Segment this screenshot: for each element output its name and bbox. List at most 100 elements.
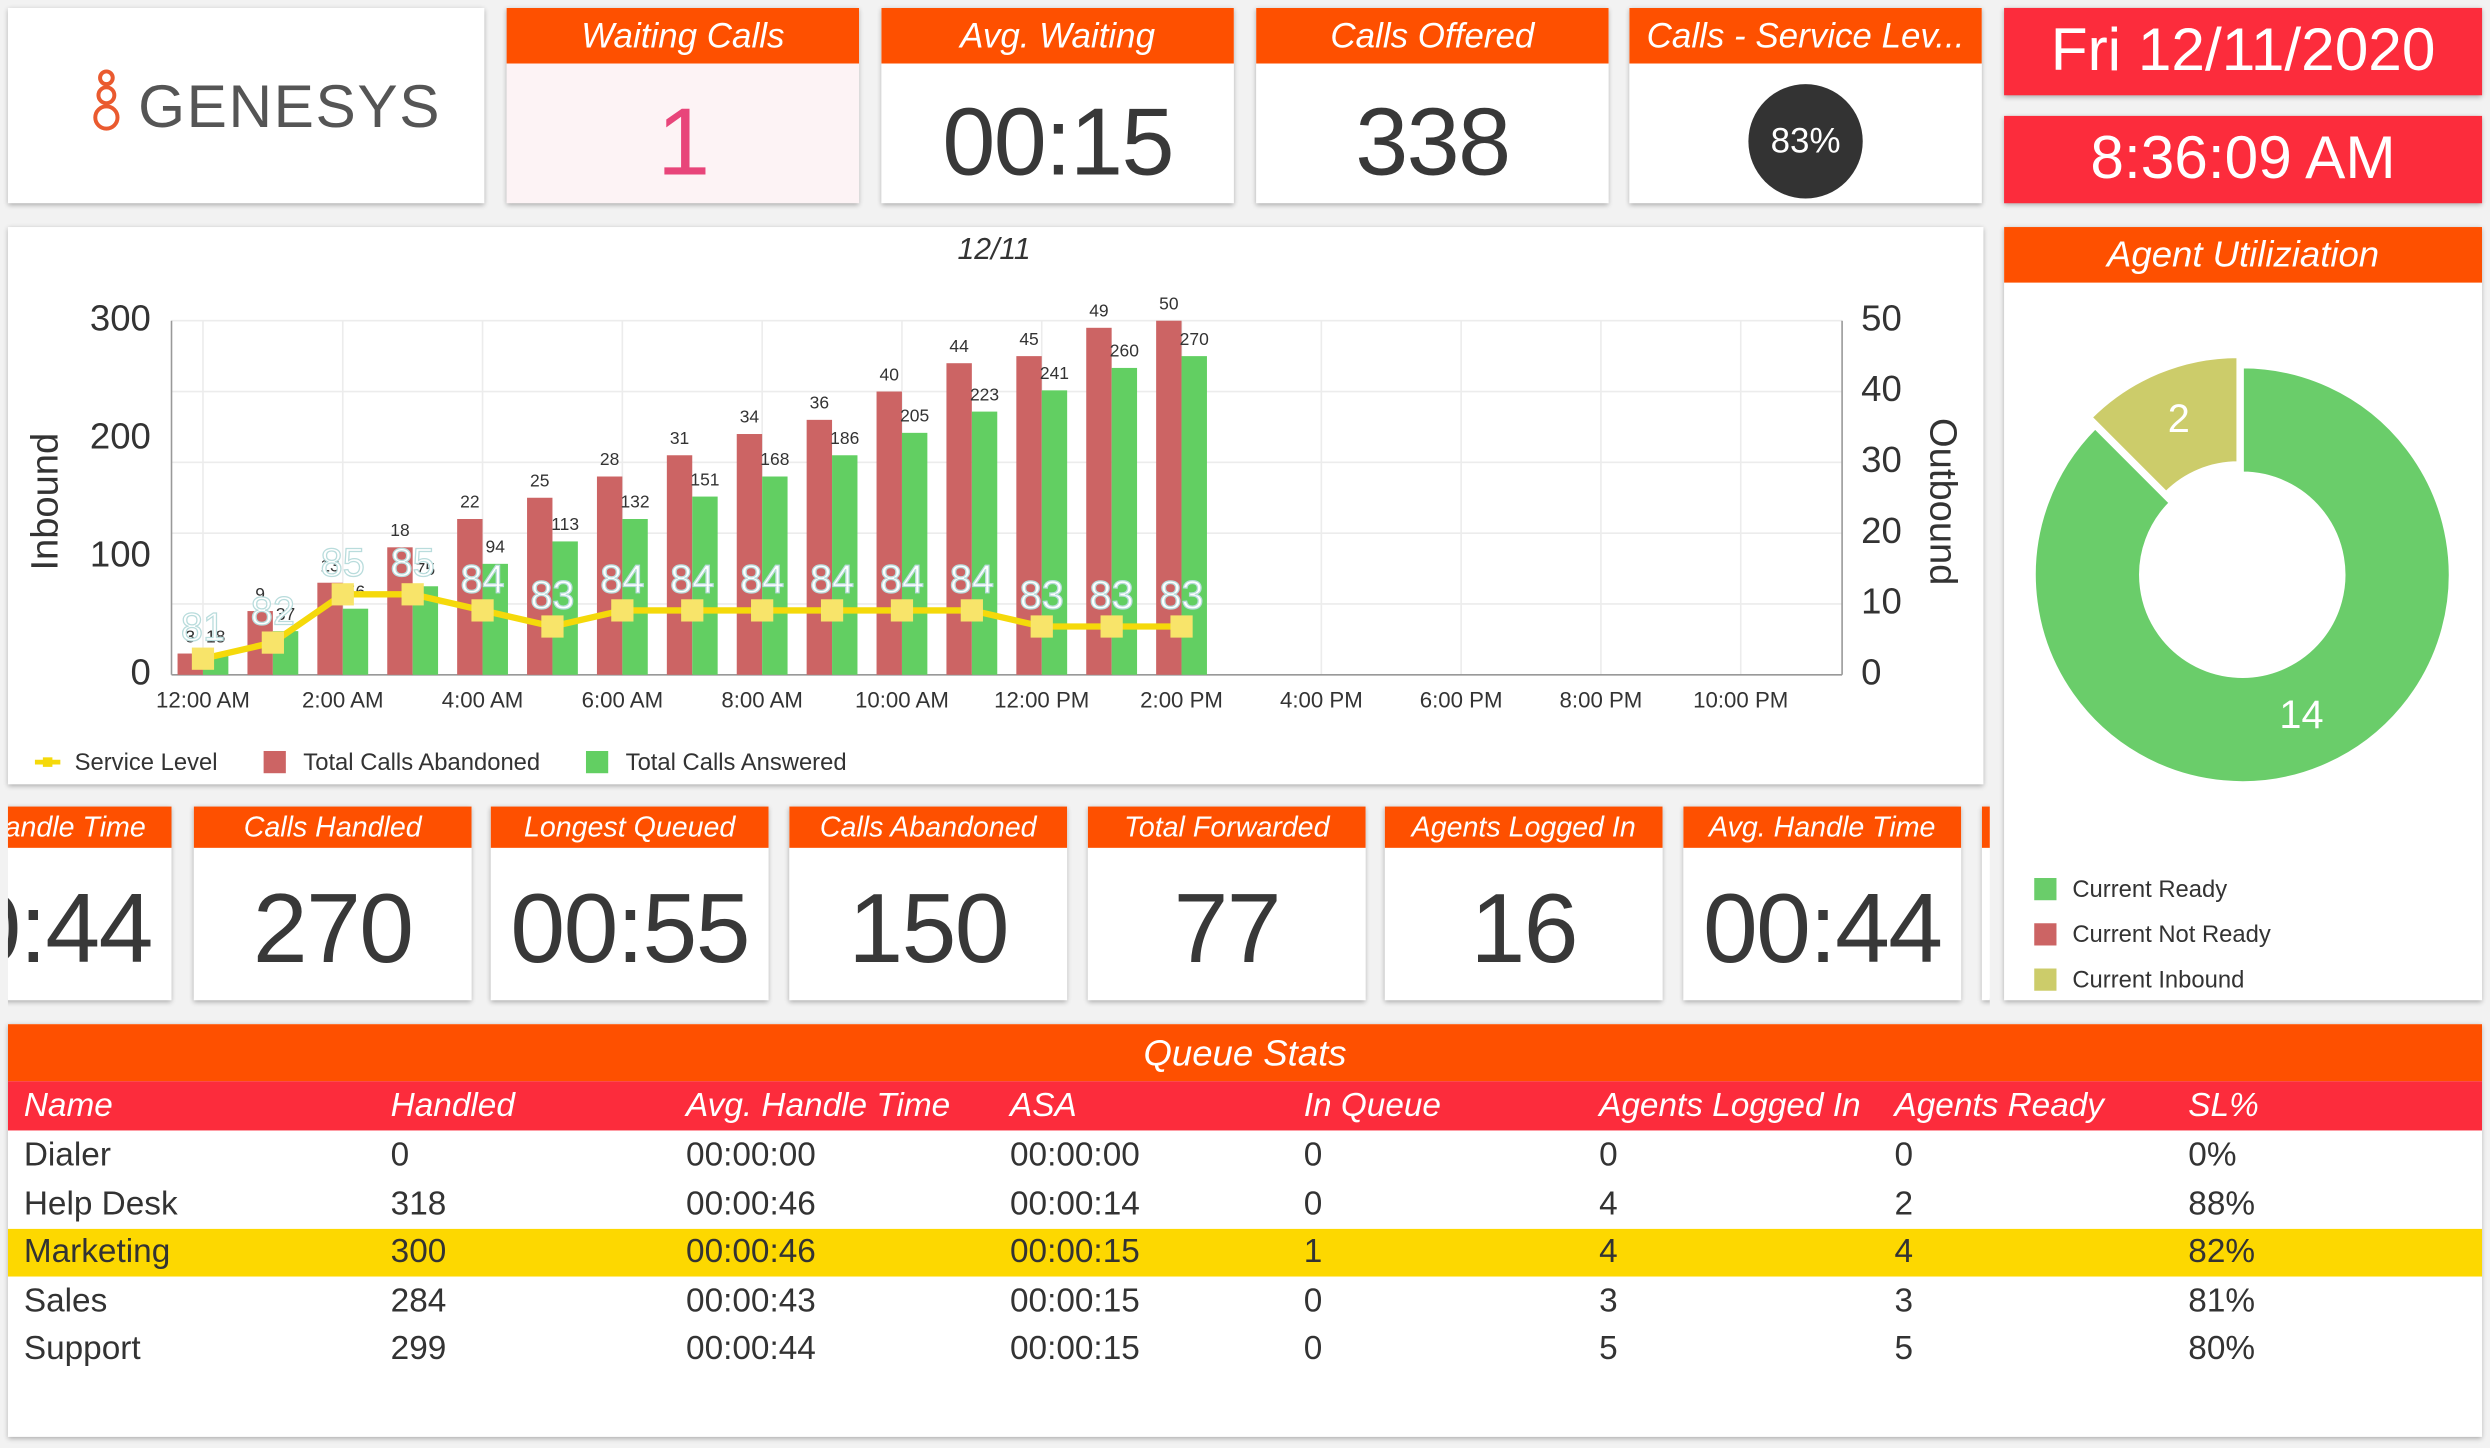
legend-label: Current Ready [2072,876,2227,903]
table-cell: 4 [1599,1185,1618,1222]
data-label: 151 [690,469,719,489]
x-tick-label: 10:00 AM [855,688,949,713]
x-tick-label: 8:00 PM [1560,688,1643,713]
column-header: SL% [2188,1087,2259,1125]
kpi-value: 00:55 [510,874,750,985]
legend-label: Total Calls Abandoned [303,749,540,776]
table-cell: 00:00:46 [686,1185,816,1222]
chart-title: 12/11 [957,233,1030,266]
bar [762,476,788,675]
kpi-title [1981,806,1990,848]
legend-label: Current Not Ready [2072,921,2271,948]
data-label: 75 [416,559,435,579]
tile-badge: 83% [1748,84,1863,199]
data-label: 49 [1089,301,1108,321]
x-tick-label: 4:00 AM [442,688,524,713]
data-label: 83 [1090,573,1134,617]
data-label: 85 [391,541,435,585]
column-header: Handled [390,1087,515,1125]
marker [541,615,564,638]
marker [751,599,774,622]
donut-slice [2088,354,2240,495]
data-label: 50 [1159,293,1179,313]
bar [552,541,578,675]
marker [890,599,914,622]
y-tick-label: 200 [90,415,151,456]
data-label: 84 [460,557,504,601]
table-cell: 3 [1894,1282,1914,1319]
y-tick-label: 0 [131,651,151,692]
tile-title: Calls Offered [1256,7,1609,64]
tile-title: Waiting Calls [506,7,860,64]
kpi-tile: Calls Handled 270 [193,806,472,1001]
table-cell: 00:00:00 [686,1136,816,1174]
row-highlight [7,1228,2483,1277]
y-tick-label: 300 [90,297,151,338]
data-label: 36 [810,393,829,413]
data-label: 25 [530,470,549,490]
legend-label: Total Calls Answered [626,749,847,776]
time: 8:36:09 AM [2004,115,2483,204]
x-tick-label: 2:00 PM [1140,688,1223,713]
bar [527,497,553,675]
kpi-tile: Avg. Handle Time 00:44 [7,806,172,1001]
column-header: In Queue [1303,1087,1441,1125]
table-cell: 4 [1894,1233,1914,1271]
bar [692,496,718,675]
table-cell: 0 [1303,1185,1323,1222]
logo-text: GENESYS [138,74,442,142]
marker [261,631,284,654]
legend-swatch [42,757,53,767]
column-header: Name [23,1087,113,1125]
table-cell: 00:00:46 [686,1233,816,1271]
marker [1030,615,1053,638]
tile-title: Calls - Service Lev... [1629,7,1982,64]
marker [1170,615,1193,638]
table-cell: Sales [23,1282,108,1319]
legend-swatch [2034,923,2057,946]
donut-slice [2032,365,2452,785]
legend-label: Service Level [75,749,218,776]
data-label: 13 [320,555,339,575]
data-label: 2 [2168,397,2190,441]
data-label: 84 [950,557,994,601]
marker [471,599,494,622]
kpi-title: Calls Abandoned [789,806,1068,848]
y-axis-title: Inbound [25,433,67,571]
data-label: 270 [1180,329,1209,349]
kpi-tile: Waiting Calls 1 [506,7,860,204]
kpi-title: Avg. Handle Time [1683,806,1962,848]
kpi-tile [1981,806,1990,1001]
table-cell: Marketing [23,1233,171,1271]
data-label: 22 [460,492,479,512]
legend-swatch [2034,968,2057,991]
table-cell: 300 [390,1233,447,1271]
data-label: 37 [276,604,295,624]
x-tick-label: 8:00 AM [721,688,803,713]
y2-tick-label: 0 [1861,651,1881,692]
kpi-tile: Avg. Handle Time 00:44 [1683,806,1962,1001]
data-label: 132 [620,492,649,512]
x-tick-label: 12:00 PM [994,688,1089,713]
table-cell: 3 [1599,1282,1618,1319]
data-label: 81 [181,606,225,650]
kpi-tile: Agents Logged In 16 [1384,806,1663,1001]
table-cell: Help Desk [23,1185,178,1222]
y2-tick-label: 30 [1861,439,1902,480]
bar [971,411,998,675]
kpi-tile: Calls - Service Lev... 83% [1629,7,1982,204]
column-header: Agents Logged In [1599,1087,1861,1125]
bar [457,518,483,675]
table-cell: 318 [390,1185,447,1222]
data-label: 31 [670,428,689,448]
tile-value: 338 [1355,88,1511,196]
marker [960,599,983,622]
kpi-title: Calls Handled [193,806,472,848]
kpi-value: 270 [252,874,414,985]
data-label: 205 [900,406,929,426]
kpi-title: Longest Queued [490,806,769,848]
tile-value: 00:15 [942,88,1174,196]
data-label: 84 [670,557,714,601]
x-tick-label: 6:00 AM [582,688,664,713]
